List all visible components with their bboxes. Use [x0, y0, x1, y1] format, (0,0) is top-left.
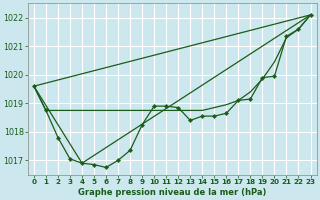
X-axis label: Graphe pression niveau de la mer (hPa): Graphe pression niveau de la mer (hPa): [78, 188, 266, 197]
